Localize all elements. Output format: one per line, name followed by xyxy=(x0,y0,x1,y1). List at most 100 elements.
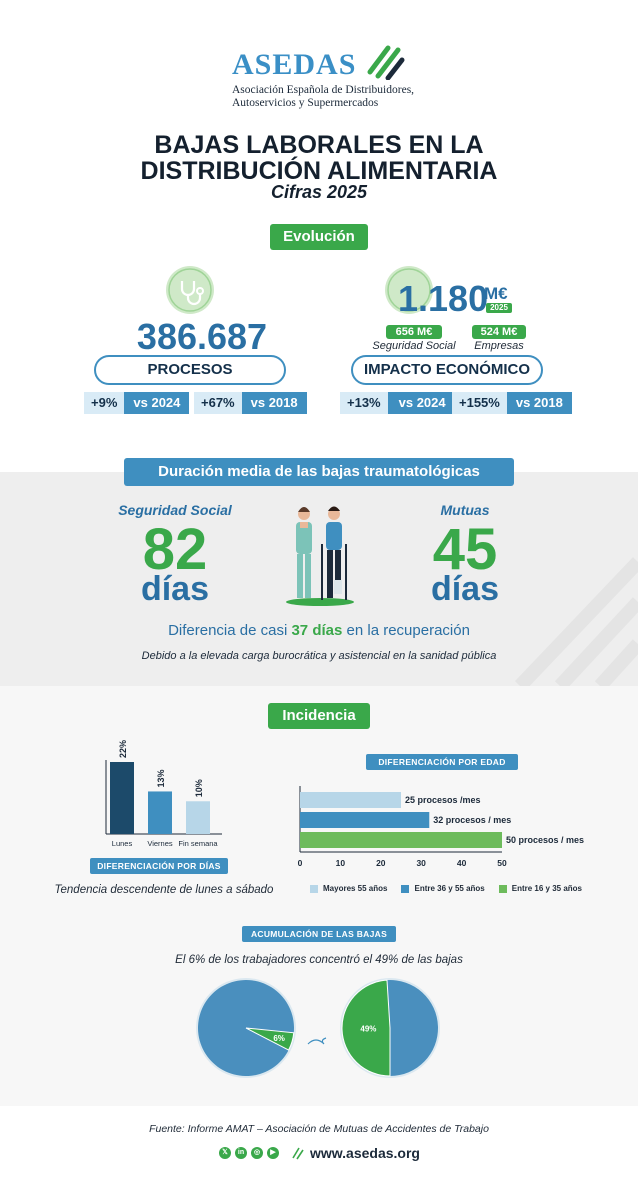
money-icon xyxy=(385,266,433,314)
page-title: BAJAS LABORALES EN LA DISTRIBUCIÓN ALIME… xyxy=(0,132,638,184)
empresas-amount-label: Empresas xyxy=(474,340,524,352)
logo-subtitle: Asociación Española de Distribuidores, A… xyxy=(232,84,432,110)
impacto-stat-2018: +155% vs 2018 xyxy=(452,392,572,414)
age-legend-item-1: Mayores 55 años xyxy=(310,884,387,893)
age-legend-item-2: Entre 36 y 55 años xyxy=(401,884,485,893)
age-tick-0: 0 xyxy=(298,858,303,868)
days-bar-value-2: 13% xyxy=(156,769,166,787)
legend-label: Entre 16 y 35 años xyxy=(511,884,583,893)
mutuas-duration-unit: días xyxy=(430,570,500,608)
empresas-amount: 524 M€ xyxy=(472,325,526,339)
procesos-label: PROCESOS xyxy=(94,355,286,385)
footer-source: Fuente: Informe AMAT – Asociación de Mut… xyxy=(149,1123,489,1135)
footer-url[interactable]: www.asedas.org xyxy=(310,1145,420,1161)
ss-amount: 656 M€ xyxy=(386,325,442,339)
impacto-change-2024: +13% xyxy=(340,392,388,414)
incidencia-label: Incidencia xyxy=(268,703,370,729)
days-category-1: Lunes xyxy=(112,839,133,848)
age-legend: Mayores 55 años Entre 36 y 55 años Entre 1… xyxy=(310,884,610,893)
age-tick-10: 10 xyxy=(336,858,346,868)
evolucion-label: Evolución xyxy=(270,224,368,250)
days-category-3: Fin semana xyxy=(178,839,218,848)
procesos-vs-2018: vs 2018 xyxy=(241,392,307,414)
incidencia-background xyxy=(0,686,638,1106)
legend-swatch xyxy=(401,884,410,893)
diferencia-bold: 37 días xyxy=(291,622,343,639)
por-edad-badge: DIFERENCIACIÓN POR EDAD xyxy=(366,754,518,770)
impacto-change-2018: +155% xyxy=(452,392,507,414)
acumulacion-text: El 6% de los trabajadores concentró el 4… xyxy=(175,954,463,966)
diferencia-text: Diferencia de casi 37 días en la recuper… xyxy=(0,622,638,639)
acumulacion-badge: ACUMULACIÓN DE LAS BAJAS xyxy=(242,926,396,942)
impacto-year: 2025 xyxy=(486,303,512,313)
impacto-label: IMPACTO ECONÓMICO xyxy=(351,355,543,385)
mutuas-duration-label: Mutuas xyxy=(440,502,490,518)
procesos-stat-2018: +67% vs 2018 xyxy=(194,392,307,414)
legend-swatch xyxy=(498,884,507,893)
impacto-vs-2018: vs 2018 xyxy=(506,392,572,414)
band-stripes xyxy=(514,557,638,686)
legend-label: Entre 36 y 55 años xyxy=(414,884,485,893)
age-bar-2 xyxy=(300,812,430,828)
age-bar-label-1: 25 procesos /mes xyxy=(405,795,481,805)
age-bar-label-2: 32 procesos / mes xyxy=(433,815,511,825)
asedas-small-mark xyxy=(292,1147,304,1160)
logo-text: ASEDAS xyxy=(232,48,357,81)
age-bar-chart: 25 procesos /mes 32 procesos / mes 50 proc… xyxy=(298,786,584,868)
days-bar-value-1: 22% xyxy=(118,740,128,758)
procesos-value: 386.687 xyxy=(136,316,268,357)
age-tick-30: 30 xyxy=(416,858,426,868)
age-tick-20: 20 xyxy=(376,858,386,868)
pie-2-label: 49% xyxy=(360,1025,376,1034)
procesos-stat-2024: +9% vs 2024 xyxy=(84,392,190,414)
nurse-patient-illustration xyxy=(286,506,354,606)
title-line1: BAJAS LABORALES EN LA xyxy=(154,131,484,159)
ss-duration-unit: días xyxy=(140,570,210,608)
youtube-icon[interactable]: ▶ xyxy=(267,1147,279,1159)
pie-1-label: 6% xyxy=(273,1034,285,1043)
instagram-icon[interactable]: ◎ xyxy=(251,1147,263,1159)
diferencia-note: Debido a la elevada carga burocrática y … xyxy=(141,650,497,662)
days-bar-3 xyxy=(186,801,210,834)
procesos-vs-2024: vs 2024 xyxy=(124,392,190,414)
ss-duration-value: 82 xyxy=(142,517,208,582)
pie-2-slice-rest xyxy=(386,980,438,1076)
acumulacion-pies: 6% 49% xyxy=(196,978,440,1078)
age-bar-label-3: 50 procesos / mes xyxy=(506,835,584,845)
days-bar-2 xyxy=(148,791,172,834)
legend-label: Mayores 55 años xyxy=(323,884,388,893)
procesos-change-2018: +67% xyxy=(194,392,242,414)
pie-1-slice-highlight xyxy=(245,1027,295,1051)
ss-amount-label: Seguridad Social xyxy=(372,340,456,352)
mutuas-duration-value: 45 xyxy=(432,517,498,582)
logo-subtitle-line1: Asociación Española de Distribuidores, xyxy=(232,84,415,96)
ss-duration-label: Seguridad Social xyxy=(118,502,232,518)
days-bar-1 xyxy=(110,762,134,834)
procesos-change-2024: +9% xyxy=(84,392,125,414)
duracion-band xyxy=(0,472,638,686)
arrow-icon xyxy=(307,1037,327,1045)
impacto-vs-2024: vs 2024 xyxy=(387,392,457,414)
title-line2: DISTRIBUCIÓN ALIMENTARIA xyxy=(140,157,498,185)
trend-text: Tendencia descendente de lunes a sábado xyxy=(54,884,274,896)
days-bar-value-3: 10% xyxy=(194,779,204,797)
page-subtitle: Cifras 2025 xyxy=(270,182,368,202)
age-bar-1 xyxy=(300,792,401,808)
por-dias-badge: DIFERENCIACIÓN POR DÍAS xyxy=(90,858,228,874)
pie-2-slice-highlight xyxy=(341,979,391,1077)
impacto-unit: M€ xyxy=(484,284,508,303)
age-bar-3 xyxy=(300,832,502,848)
legend-swatch xyxy=(310,884,318,893)
asedas-logo-mark xyxy=(367,45,405,80)
social-icons: 𝕏 in ◎ ▶ xyxy=(219,1147,279,1159)
stethoscope-icon xyxy=(166,266,214,314)
age-tick-50: 50 xyxy=(497,858,507,868)
impacto-value: 1.180 xyxy=(398,278,489,319)
impacto-stat-2024: +13% vs 2024 xyxy=(340,392,457,414)
logo-subtitle-line2: Autoservicios y Supermercados xyxy=(232,97,379,109)
diferencia-post: en la recuperación xyxy=(346,622,470,639)
x-icon[interactable]: 𝕏 xyxy=(219,1147,231,1159)
diferencia-pre: Diferencia de casi xyxy=(168,622,288,639)
days-category-2: Viernes xyxy=(147,839,173,848)
linkedin-icon[interactable]: in xyxy=(235,1147,247,1159)
